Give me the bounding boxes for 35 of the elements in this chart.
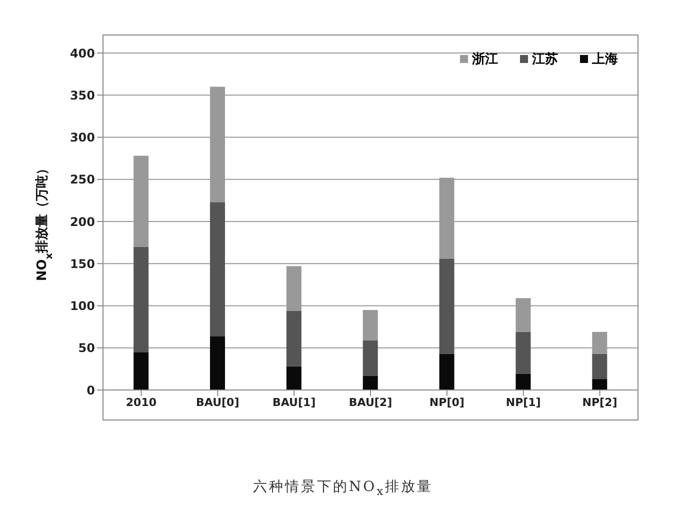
x-tick-label: NP[2]	[582, 396, 618, 409]
bar	[439, 258, 454, 354]
text: 六种情景下的NO$_{x}$排放量	[252, 478, 434, 498]
bar	[362, 376, 378, 390]
bar	[592, 354, 608, 380]
y-tick-label: 100	[70, 299, 95, 314]
bar	[210, 336, 225, 390]
y-tick-label: 200	[70, 214, 95, 229]
bar	[516, 374, 531, 390]
y-tick-label: 400	[70, 46, 95, 60]
x-tick-label: 2010	[126, 396, 157, 409]
x-tick-label: BAU[2]	[348, 396, 392, 409]
bar	[286, 366, 302, 390]
y-tick-label: 150	[70, 256, 95, 271]
bar	[134, 246, 149, 352]
x-tick-label: NP[0]	[429, 396, 464, 409]
y-tick-label: 250	[70, 172, 95, 187]
legend-label: 江苏	[531, 51, 558, 68]
x-tick-label: BAU[0]	[196, 396, 240, 409]
bar	[362, 310, 378, 340]
x-tick-label: BAU[1]	[272, 396, 316, 409]
bar	[210, 202, 225, 336]
y-tick-label: 350	[70, 88, 95, 102]
legend-label: 浙江	[471, 51, 498, 68]
y-tick-label: 300	[70, 130, 95, 145]
bar	[439, 354, 454, 390]
y-tick-label: 0	[86, 383, 95, 398]
y-tick-label: 50	[78, 341, 95, 356]
bar	[362, 340, 378, 376]
bar	[592, 379, 608, 390]
x-tick-label: NP[1]	[506, 396, 541, 409]
bar	[516, 332, 531, 374]
bar	[134, 352, 149, 390]
bar	[286, 310, 302, 366]
legend-label: 上海	[591, 51, 618, 68]
